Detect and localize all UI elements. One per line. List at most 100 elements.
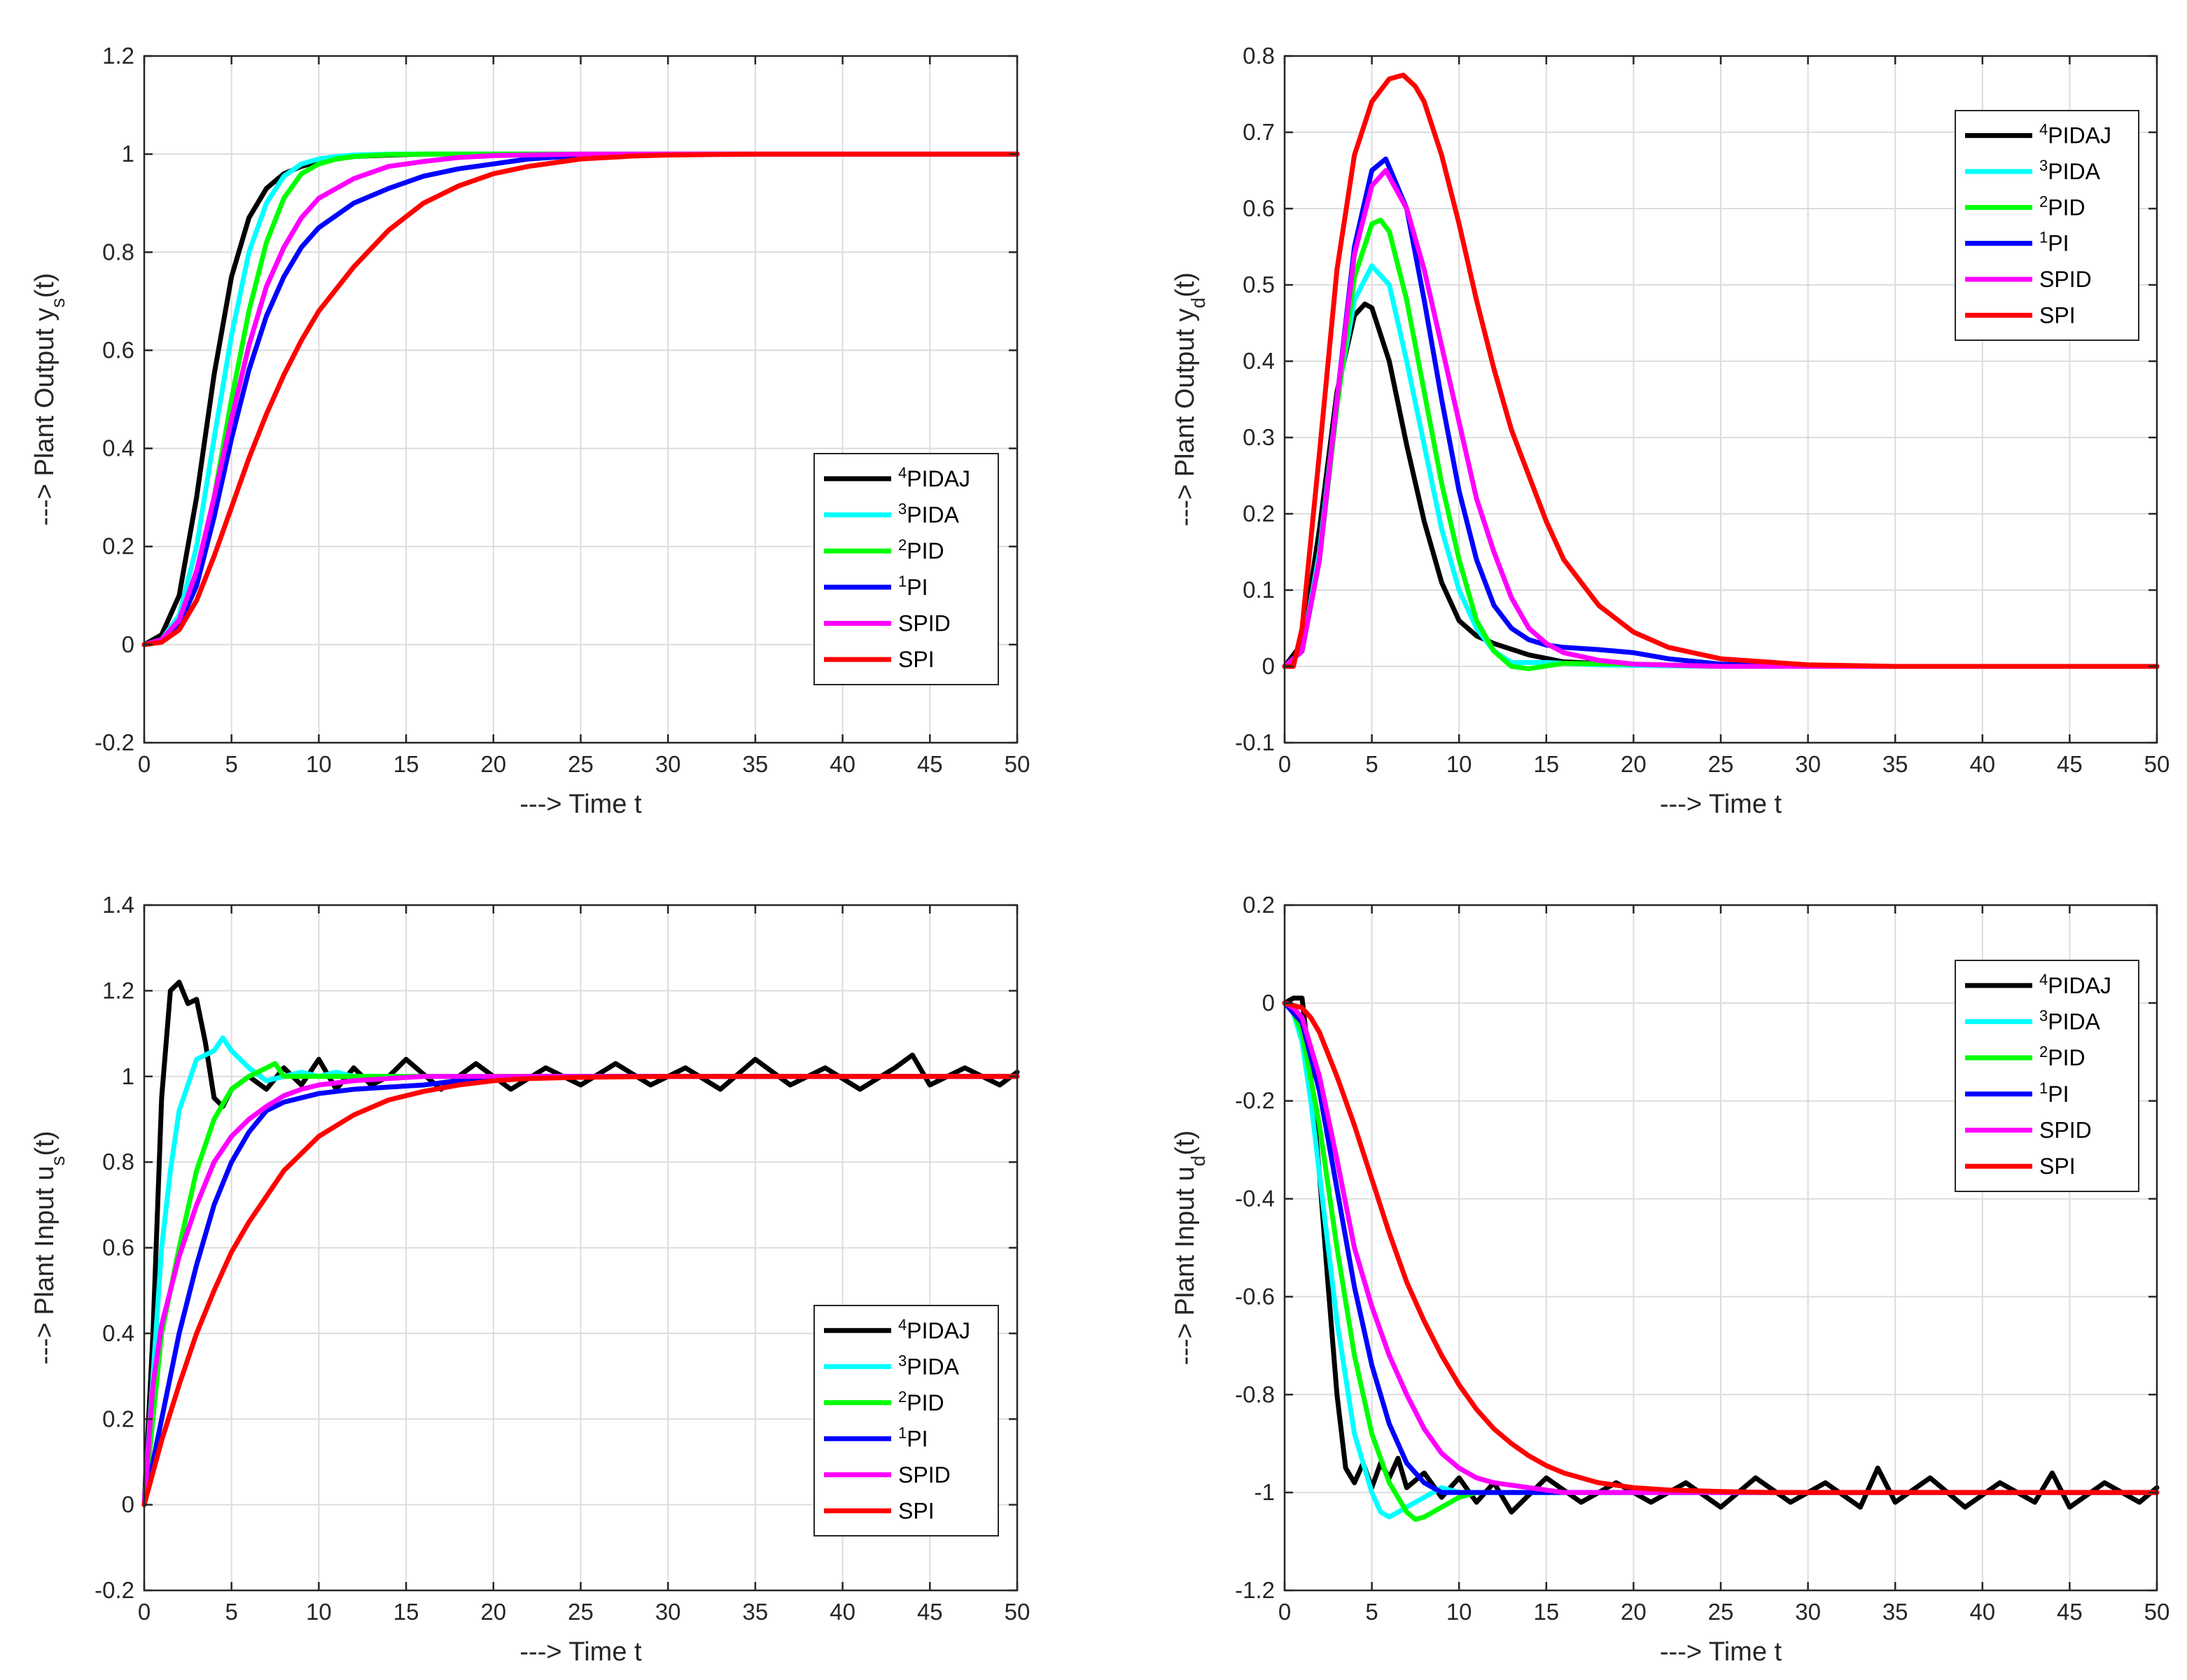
y-tick-label: 0.7 <box>1243 119 1275 145</box>
y-axis-label: ---> Plant Output ys(t) <box>30 273 69 526</box>
series-line-sspid <box>1282 1000 2160 1495</box>
x-tick-label: 25 <box>1708 1599 1734 1625</box>
legend-label: 1PI <box>898 1424 928 1452</box>
legend-item: SPI <box>1965 1154 2076 1179</box>
legend-label-name: PI <box>2048 231 2069 256</box>
x-tick-label: 25 <box>568 751 594 777</box>
legend-label-name: PID <box>907 538 944 564</box>
y-tick-label: 0 <box>1262 990 1275 1016</box>
y-axis-label: ---> Plant Input us(t) <box>30 1131 69 1365</box>
ticks: 0 5 10 15 20 25 30 35 40 45 50-0.200.20.40.60.811.… <box>95 892 1030 1625</box>
y-tick-label: 0.2 <box>1243 500 1275 526</box>
series-group <box>141 151 1020 648</box>
legend-label: SPI <box>2039 302 2076 328</box>
y-tick-label: 1.2 <box>102 43 134 69</box>
legend-label: 2PID <box>2039 192 2085 220</box>
y-tick-label: 0.1 <box>1243 577 1275 603</box>
legend-item: 2PID <box>824 1387 944 1415</box>
y-tick-label: -1 <box>1255 1479 1275 1505</box>
y-tick-label: 0 <box>1262 653 1275 679</box>
x-tick-label: 50 <box>1005 751 1030 777</box>
chart-us: 0 5 10 15 20 25 30 35 40 45 50-0.200.20.40.60.811.… <box>30 892 1030 1667</box>
x-axis-label: ---> Time t <box>1660 790 1782 819</box>
y-tick-label: 0 <box>122 1492 134 1518</box>
ticks: 0 5 10 15 20 25 30 35 40 45 50-1.2-1-0.8-0.6-0.4-0… <box>1235 892 2169 1625</box>
legend-label-name: PI <box>2048 1082 2069 1107</box>
legend-item: 4PIDAJ <box>824 1315 970 1343</box>
y-tick-label: 0.4 <box>102 1320 134 1346</box>
legend-label: SPID <box>898 1462 951 1488</box>
legend-item: 3PIDA <box>824 1352 960 1379</box>
y-tick-label: 0.4 <box>1243 348 1275 374</box>
legend-label: 3PIDA <box>2039 157 2101 185</box>
legend-label-name: PID <box>907 1390 944 1415</box>
series-group <box>1282 995 2160 1522</box>
legend-label: SPID <box>2039 1118 2092 1143</box>
legend-label: 1PI <box>2039 1079 2069 1107</box>
x-tick-label: 40 <box>830 751 855 777</box>
y-axis-label-suffix: (t) <box>1171 272 1200 298</box>
legend-label: 2PID <box>898 1387 944 1415</box>
legend-item: 2PID <box>1965 192 2085 220</box>
legend-item: SPID <box>1965 267 2092 292</box>
legend-label-name: PIDAJ <box>907 466 970 491</box>
x-tick-label: 20 <box>480 751 506 777</box>
y-axis-label-suffix: (t) <box>30 273 60 298</box>
legend-label: 4PIDAJ <box>2039 120 2111 148</box>
legend-label: 2PID <box>2039 1043 2085 1071</box>
y-tick-label: 0.6 <box>102 1235 134 1261</box>
x-tick-label: 5 <box>225 1599 238 1625</box>
x-tick-label: 35 <box>1882 751 1908 777</box>
y-tick-label: 0.3 <box>1243 424 1275 450</box>
legend-label-name: PIDA <box>907 503 959 528</box>
x-tick-label: 10 <box>1446 751 1472 777</box>
y-tick-label: -0.1 <box>1235 729 1275 755</box>
x-tick-label: 15 <box>393 1599 419 1625</box>
x-tick-label: 45 <box>917 751 943 777</box>
legend-item: 3PIDA <box>1965 157 2101 185</box>
x-tick-label: 5 <box>1365 1599 1378 1625</box>
legend-label-superscript: 4 <box>2039 120 2048 138</box>
legend: 4PIDAJ 3PIDA 2PID 1PI SPID SPI <box>1955 110 2139 341</box>
legend-label: 1PI <box>898 572 928 600</box>
y-tick-label: 0.8 <box>102 1149 134 1175</box>
legend-item: SPID <box>824 611 951 636</box>
x-tick-label: 30 <box>1795 1599 1821 1625</box>
legend-label-name: PIDA <box>2048 159 2100 184</box>
y-tick-label: 0.8 <box>102 239 134 265</box>
legend-label-superscript: 1 <box>2039 1079 2048 1096</box>
y-tick-label: 1.4 <box>102 892 134 918</box>
legend-label-superscript: 3 <box>2039 157 2048 174</box>
y-axis-label-main: ---> Plant Input u <box>30 1166 60 1364</box>
x-tick-label: 40 <box>830 1599 855 1625</box>
x-tick-label: 30 <box>1795 751 1821 777</box>
y-tick-label: 0.6 <box>102 337 134 363</box>
legend-item: 4PIDAJ <box>824 463 970 491</box>
y-axis-label-subscript: d <box>1187 1156 1209 1167</box>
legend-item: SPID <box>824 1462 951 1488</box>
legend-label: 4PIDAJ <box>898 1315 970 1343</box>
x-tick-label: 25 <box>568 1599 594 1625</box>
y-tick-label: 1 <box>122 1063 134 1089</box>
legend-label-superscript: 3 <box>898 500 907 517</box>
legend-item: 3PIDA <box>1965 1007 2101 1035</box>
legend-label: 1PI <box>2039 228 2069 256</box>
series-line-sspi <box>1282 72 2160 669</box>
y-tick-label: -0.2 <box>95 729 134 755</box>
y-tick-label: 0.8 <box>1243 43 1275 69</box>
y-tick-label: 0.5 <box>1243 272 1275 298</box>
ticks: 0 5 10 15 20 25 30 35 40 45 50-0.100.10.20.30.40.5… <box>1235 43 2169 777</box>
legend-label-superscript: 1 <box>898 572 907 589</box>
ticks: 0 5 10 15 20 25 30 35 40 45 50-0.200.20.40.60.811.… <box>95 43 1030 777</box>
legend-label-superscript: 4 <box>898 1315 907 1333</box>
x-tick-label: 0 <box>1278 1599 1291 1625</box>
y-tick-label: 0.2 <box>102 533 134 559</box>
x-tick-label: 20 <box>1621 751 1647 777</box>
legend-item: 2PID <box>824 536 944 564</box>
x-tick-label: 50 <box>2144 1599 2170 1625</box>
x-tick-label: 35 <box>1882 1599 1908 1625</box>
series-line-sspi <box>141 1074 1020 1508</box>
